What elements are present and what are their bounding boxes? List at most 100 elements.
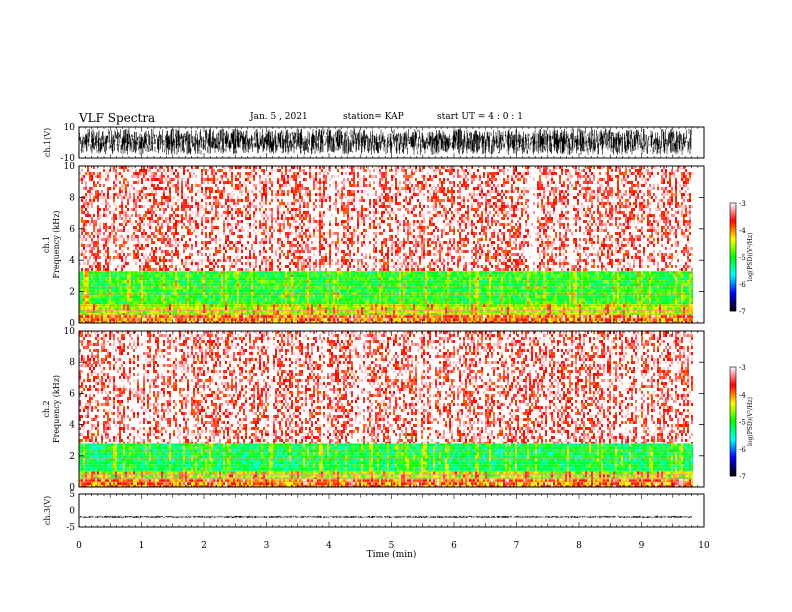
spectrogram-cell [533, 277, 535, 281]
spectrogram-cell [385, 274, 387, 278]
spectrogram-cell [525, 321, 527, 323]
spectrogram-cell [357, 289, 359, 293]
spectrogram-cell [109, 315, 111, 319]
spectrogram-cell [497, 271, 499, 275]
spectrogram-cell [513, 298, 515, 302]
spectrogram-cell [437, 274, 439, 278]
spectrogram-cell [283, 289, 285, 293]
spectrogram-cell [99, 301, 101, 305]
spectrogram-cell [345, 301, 347, 305]
spectrogram-cell [317, 298, 319, 302]
spectrogram-cell [229, 318, 231, 322]
spectrogram-cell [189, 307, 191, 311]
spectrogram-cell [209, 280, 211, 284]
spectrogram-cell [353, 271, 355, 275]
spectrogram-cell [79, 321, 81, 323]
spectrogram-cell [419, 271, 421, 275]
spectrogram-cell [613, 318, 615, 322]
spectrogram-cell [379, 298, 381, 302]
spectrogram-cell [85, 295, 87, 299]
spectrogram-cell [381, 307, 383, 311]
spectrogram-cell [493, 289, 495, 293]
spectrogram-cell [207, 295, 209, 299]
spectrogram-cell [481, 289, 483, 293]
spectrogram-cell [551, 301, 553, 305]
spectrogram-cell [127, 277, 129, 281]
spectrogram-cell [495, 283, 497, 287]
spectrogram-cell [99, 289, 101, 293]
spectrogram-cell [449, 277, 451, 281]
spectrogram-cell [531, 289, 533, 293]
spectrogram-cell [467, 289, 469, 293]
spectrogram-cell [517, 321, 519, 323]
spectrogram-cell [235, 280, 237, 284]
spectrogram-cell [197, 310, 199, 314]
spectrogram-cell [575, 280, 577, 284]
spectrogram-cell [331, 315, 333, 319]
spectrogram-cell [147, 277, 149, 281]
spectrogram-cell [609, 310, 611, 314]
spectrogram-cell [407, 301, 409, 305]
spectrogram-cell [669, 315, 671, 319]
spectrogram-cell [401, 274, 403, 278]
spectrogram-cell [667, 315, 669, 319]
spectrogram-cell [397, 318, 399, 322]
spectrogram-cell [329, 280, 331, 284]
spectrogram-cell [481, 271, 483, 275]
spectrogram-cell [591, 315, 593, 319]
spectrogram-cell [341, 321, 343, 323]
spectrogram-cell [243, 283, 245, 287]
spectrogram-cell [133, 289, 135, 293]
spectrogram-cell [349, 301, 351, 305]
spectrogram-cell [253, 307, 255, 311]
spectrogram-cell [233, 315, 235, 319]
spectrogram-cell [107, 321, 109, 323]
spectrogram-cell [469, 280, 471, 284]
spectrogram-cell [131, 289, 133, 293]
spectrogram-cell [165, 318, 167, 322]
spectrogram-cell [175, 277, 177, 281]
spectrogram-cell [161, 315, 163, 319]
spectrogram-cell [265, 274, 267, 278]
spectrogram-cell [249, 321, 251, 323]
spectrogram-cell [349, 280, 351, 284]
spectrogram-cell [175, 289, 177, 293]
spectrogram-cell [185, 280, 187, 284]
spectrogram-cell [243, 274, 245, 278]
spectrogram-cell [233, 280, 235, 284]
spectrogram-cell [495, 274, 497, 278]
spectrogram-cell [407, 295, 409, 299]
spectrogram-cell [555, 310, 557, 314]
spectrogram-cell [281, 280, 283, 284]
spectrogram-cell [435, 301, 437, 305]
spectrogram-cell [595, 307, 597, 311]
spectrogram-cell [315, 307, 317, 311]
spectrogram-cell [433, 274, 435, 278]
spectrogram-cell [413, 321, 415, 323]
spectrogram-cell [257, 274, 259, 278]
spectrogram-cell [517, 318, 519, 322]
spectrogram-cell [383, 315, 385, 319]
spectrogram-cell [567, 271, 569, 275]
spectrogram-cell [151, 307, 153, 311]
spectrogram-cell [541, 318, 543, 322]
spectrogram-cell [133, 301, 135, 305]
spectrogram-cell [355, 277, 357, 281]
spectrogram-cell [663, 321, 665, 323]
spectrogram-cell [277, 280, 279, 284]
spectrogram-cell [229, 295, 231, 299]
spectrogram-cell [467, 271, 469, 275]
spectrogram-cell [523, 301, 525, 305]
spectrogram-cell [485, 289, 487, 293]
spectrogram-cell [537, 298, 539, 302]
spectrogram-cell [91, 310, 93, 314]
spectrogram-cell [251, 283, 253, 287]
spectrogram-cell [377, 283, 379, 287]
spectrogram-cell [163, 310, 165, 314]
spectrogram-cell [189, 321, 191, 323]
spectrogram-cell [153, 274, 155, 278]
spectrogram-cell [111, 298, 113, 302]
spectrogram-cell [103, 286, 105, 290]
spectrogram-cell [363, 301, 365, 305]
spectrogram-cell [475, 295, 477, 299]
